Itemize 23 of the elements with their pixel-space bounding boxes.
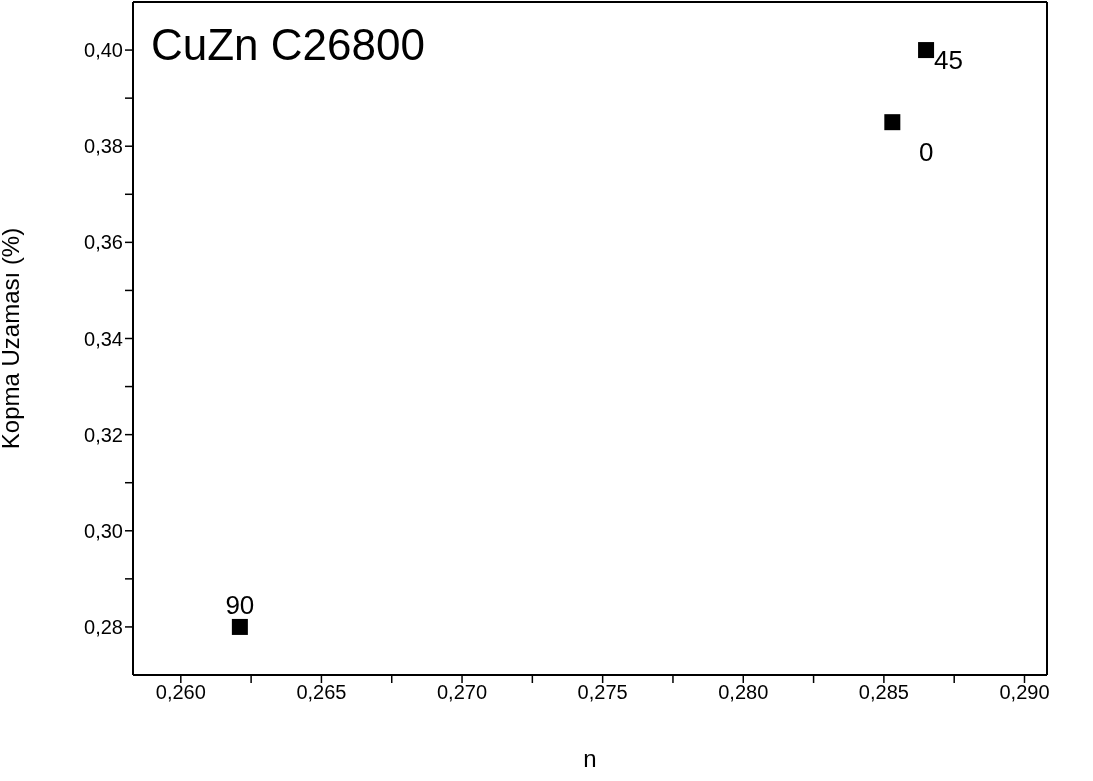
y-tick-label: 0,34 (84, 327, 123, 350)
y-tick-label: 0,36 (84, 231, 123, 254)
y-tick-label: 0,32 (84, 423, 123, 446)
x-tick-label: 0,265 (296, 681, 347, 704)
y-axis-title: Kopma Uzaması (%) (0, 227, 24, 450)
annotation: 90 (225, 589, 255, 620)
y-tick-label: 0,40 (84, 39, 123, 62)
x-tick-label: 0,275 (577, 681, 628, 704)
x-tick-label: 0,285 (858, 681, 909, 704)
x-tick-label: 0,260 (155, 681, 206, 704)
x-axis-title: n (583, 745, 597, 772)
x-tick-label: 0,280 (718, 681, 769, 704)
x-tick-label: 0,270 (437, 681, 488, 704)
point (884, 114, 901, 131)
point (231, 618, 248, 635)
point (918, 42, 935, 59)
y-tick-label: 0,28 (84, 616, 123, 639)
annotation: 0 (919, 137, 934, 168)
y-tick-label: 0,38 (84, 135, 123, 158)
x-tick-label: 0,290 (999, 681, 1050, 704)
chart-title: CuZn C26800 (151, 20, 425, 69)
y-tick-label: 0,30 (84, 519, 123, 542)
annotation: 45 (934, 45, 963, 76)
